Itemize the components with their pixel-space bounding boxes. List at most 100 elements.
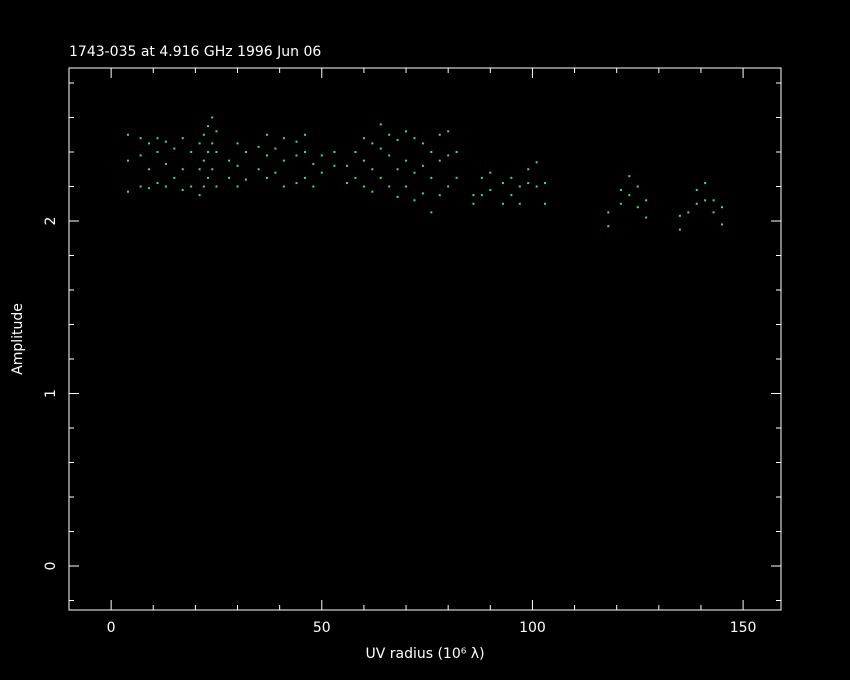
point — [396, 168, 399, 171]
point — [126, 159, 129, 162]
point — [421, 142, 424, 145]
point — [202, 159, 205, 162]
point — [211, 142, 214, 145]
point — [501, 182, 504, 185]
point — [704, 199, 707, 202]
point — [544, 182, 547, 185]
point — [413, 171, 416, 174]
point — [628, 194, 631, 197]
point — [295, 154, 298, 157]
point — [164, 140, 167, 143]
point — [721, 223, 724, 226]
point — [126, 133, 129, 136]
point — [371, 190, 374, 193]
point — [164, 185, 167, 188]
point — [678, 214, 681, 217]
point — [303, 176, 306, 179]
point — [455, 176, 458, 179]
point — [527, 168, 530, 171]
point — [438, 133, 441, 136]
point — [379, 176, 382, 179]
y-axis-label: Amplitude — [10, 303, 26, 375]
point — [156, 151, 159, 154]
point — [333, 151, 336, 154]
point — [202, 185, 205, 188]
point — [173, 147, 176, 150]
point — [455, 151, 458, 154]
point — [695, 188, 698, 191]
point — [607, 211, 610, 214]
point — [139, 185, 142, 188]
point — [371, 142, 374, 145]
point — [619, 202, 622, 205]
point — [303, 133, 306, 136]
point — [354, 151, 357, 154]
point — [421, 192, 424, 195]
point — [282, 137, 285, 140]
point — [636, 206, 639, 209]
point — [202, 133, 205, 136]
point — [447, 130, 450, 133]
point — [215, 151, 218, 154]
point — [678, 228, 681, 231]
point — [636, 185, 639, 188]
point — [346, 182, 349, 185]
point — [346, 164, 349, 167]
point — [704, 182, 707, 185]
point — [211, 116, 214, 119]
point — [438, 194, 441, 197]
point — [303, 151, 306, 154]
point — [236, 185, 239, 188]
point — [266, 176, 269, 179]
point — [388, 185, 391, 188]
point — [148, 142, 151, 145]
point — [244, 178, 247, 181]
point — [362, 185, 365, 188]
point — [619, 188, 622, 191]
point — [190, 185, 193, 188]
point — [181, 188, 184, 191]
point — [274, 171, 277, 174]
point — [215, 130, 218, 133]
point — [320, 154, 323, 157]
point — [139, 154, 142, 157]
point — [148, 168, 151, 171]
point — [333, 164, 336, 167]
point — [510, 176, 513, 179]
point — [312, 185, 315, 188]
point — [388, 154, 391, 157]
point — [421, 164, 424, 167]
point — [628, 175, 631, 178]
point — [362, 137, 365, 140]
plot-frame — [68, 67, 782, 611]
point — [257, 168, 260, 171]
point — [228, 159, 231, 162]
point — [207, 125, 210, 128]
point — [371, 168, 374, 171]
point — [687, 211, 690, 214]
point — [447, 185, 450, 188]
point — [148, 187, 151, 190]
y-tick-label: 2 — [43, 217, 59, 226]
point — [645, 216, 648, 219]
point — [472, 202, 475, 205]
point — [295, 182, 298, 185]
point — [518, 202, 521, 205]
point — [510, 194, 513, 197]
point — [379, 123, 382, 126]
point — [274, 147, 277, 150]
point — [156, 182, 159, 185]
point — [447, 154, 450, 157]
x-tick-label: 50 — [313, 620, 331, 636]
point — [489, 171, 492, 174]
x-axis-label: UV radius (10⁶ λ) — [365, 646, 484, 662]
point — [438, 159, 441, 162]
point — [405, 185, 408, 188]
point — [244, 151, 247, 154]
point — [211, 168, 214, 171]
point — [354, 176, 357, 179]
point — [413, 137, 416, 140]
point — [126, 190, 129, 193]
